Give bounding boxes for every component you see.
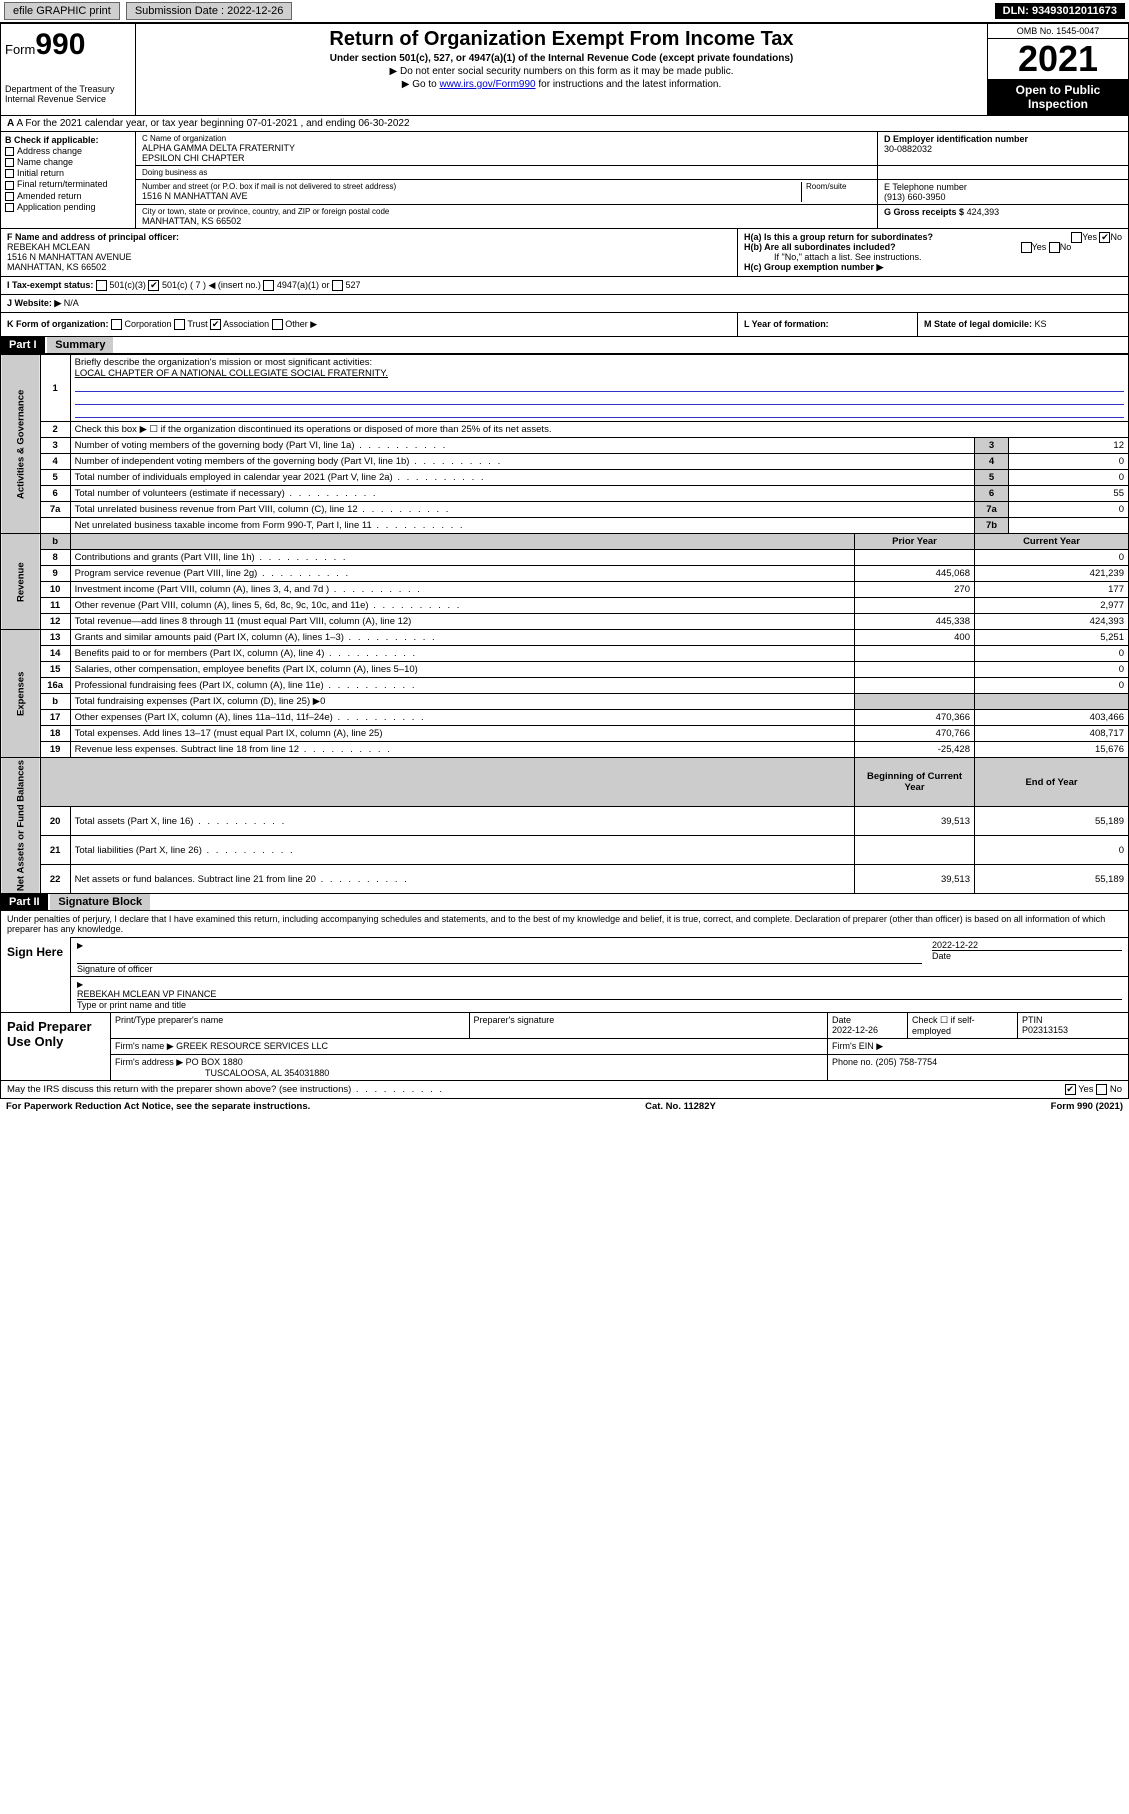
penalty-text: Under penalties of perjury, I declare th… [1,911,1128,937]
f-label: F Name and address of principal officer: [7,232,179,242]
officer-addr2: MANHATTAN, KS 66502 [7,262,106,272]
firm-name: GREEK RESOURCE SERVICES LLC [176,1041,328,1051]
hb-label: H(b) Are all subordinates included? [744,242,896,252]
city-label: City or town, state or province, country… [142,207,871,216]
cb-address-change[interactable] [5,147,14,156]
c-name-label: C Name of organization [142,134,871,143]
tax-year: 2021 [988,39,1128,79]
instructions-link[interactable]: www.irs.gov/Form990 [439,79,535,90]
m-label: M State of legal domicile: [924,319,1032,329]
vert-gov: Activities & Governance [1,355,41,534]
subtitle-3: ▶ Go to www.irs.gov/Form990 for instruct… [142,79,981,90]
ptin: P02313153 [1022,1025,1068,1035]
phone: (913) 660-3950 [884,192,1122,202]
footer-right: Form 990 (2021) [1051,1101,1123,1112]
k-corp[interactable] [111,319,122,330]
firm-addr1: PO BOX 1880 [186,1057,243,1067]
state-domicile: KS [1035,319,1047,329]
subtitle-1: Under section 501(c), 527, or 4947(a)(1)… [142,53,981,64]
i-501c[interactable] [148,280,159,291]
hb-yes[interactable] [1021,242,1032,253]
i-501c3[interactable] [96,280,107,291]
open-public: Open to Public Inspection [988,79,1128,115]
k-assoc[interactable] [210,319,221,330]
k-trust[interactable] [174,319,185,330]
footer-left: For Paperwork Reduction Act Notice, see … [6,1101,310,1112]
pp-check[interactable]: Check ☐ if self-employed [908,1013,1018,1038]
part1-hdr: Part I [1,337,45,353]
sig-date: 2022-12-22 [932,940,1122,950]
form-label: Form990 [5,28,131,62]
irs-no[interactable] [1096,1084,1107,1095]
officer-name-title: REBEKAH MCLEAN VP FINANCE [77,989,1122,999]
city: MANHATTAN, KS 66502 [142,216,871,226]
firm-addr2: TUSCALOOSA, AL 354031880 [115,1068,329,1078]
ha-label: H(a) Is this a group return for subordin… [744,232,933,242]
cb-app-pending[interactable] [5,203,14,212]
part2-hdr: Part II [1,894,48,910]
dln: DLN: 93493012011673 [995,3,1125,19]
addr-label: Number and street (or P.O. box if mail i… [142,182,801,191]
ha-no[interactable] [1099,232,1110,243]
sign-here: Sign Here [1,937,71,1012]
cb-name-change[interactable] [5,158,14,167]
i-4947[interactable] [263,280,274,291]
officer-addr1: 1516 N MANHATTAN AVENUE [7,252,132,262]
q2: Check this box ▶ ☐ if the organization d… [70,422,1128,438]
cb-amended[interactable] [5,192,14,201]
j-label: J Website: ▶ [7,298,61,309]
k-other[interactable] [272,319,283,330]
submission-date: Submission Date : 2022-12-26 [126,2,293,20]
website: N/A [64,298,79,309]
d-label: D Employer identification number [884,134,1122,144]
vert-bal: Net Assets or Fund Balances [1,758,41,894]
paid-preparer: Paid Preparer Use Only [1,1013,111,1080]
pp-sig-lbl: Preparer's signature [474,1015,555,1025]
subtitle-2: ▶ Do not enter social security numbers o… [142,66,981,77]
gross-receipts: 424,393 [967,207,1000,217]
summary-table: Activities & Governance 1 Briefly descri… [0,354,1129,894]
ha-yes[interactable] [1071,232,1082,243]
omb: OMB No. 1545-0047 [988,24,1128,39]
col-b: B Check if applicable: Address change Na… [1,132,136,228]
i-527[interactable] [332,280,343,291]
name-label: Type or print name and title [77,999,1122,1010]
irs-discuss: May the IRS discuss this return with the… [7,1084,444,1095]
vert-rev: Revenue [1,534,41,630]
part1-title: Summary [47,337,113,353]
sig-label: Signature of officer [77,964,152,974]
room-label: Room/suite [806,182,871,191]
pp-name-lbl: Print/Type preparer's name [115,1015,223,1025]
footer-center: Cat. No. 11282Y [645,1101,716,1112]
cb-initial-return[interactable] [5,169,14,178]
street: 1516 N MANHATTAN AVE [142,191,801,201]
q1: Briefly describe the organization's miss… [75,357,373,368]
officer-name: REBEKAH MCLEAN [7,242,90,252]
pp-date: 2022-12-26 [832,1025,878,1035]
dba-label: Doing business as [142,168,871,177]
i-label: I Tax-exempt status: [7,280,93,290]
cb-final-return[interactable] [5,181,14,190]
irs-yes[interactable] [1065,1084,1076,1095]
dept: Department of the Treasury Internal Reve… [5,84,131,104]
form-title: Return of Organization Exempt From Incom… [142,28,981,51]
g-label: G Gross receipts $ [884,207,964,217]
l-label: L Year of formation: [744,319,829,329]
q1-val: LOCAL CHAPTER OF A NATIONAL COLLEGIATE S… [75,368,388,379]
org-name: ALPHA GAMMA DELTA FRATERNITY EPSILON CHI… [142,143,871,163]
firm-phone: (205) 758-7754 [876,1057,938,1067]
row-a: A A For the 2021 calendar year, or tax y… [0,116,1129,132]
vert-exp: Expenses [1,630,41,758]
part2-title: Signature Block [50,894,150,910]
ein: 30-0882032 [884,144,1122,154]
k-label: K Form of organization: [7,319,109,329]
date-label: Date [932,950,1122,961]
e-label: E Telephone number [884,182,1122,192]
hb-note: If "No," attach a list. See instructions… [744,252,1122,262]
efile-btn[interactable]: efile GRAPHIC print [4,2,120,20]
hb-no[interactable] [1049,242,1060,253]
hc-label: H(c) Group exemption number ▶ [744,262,883,272]
